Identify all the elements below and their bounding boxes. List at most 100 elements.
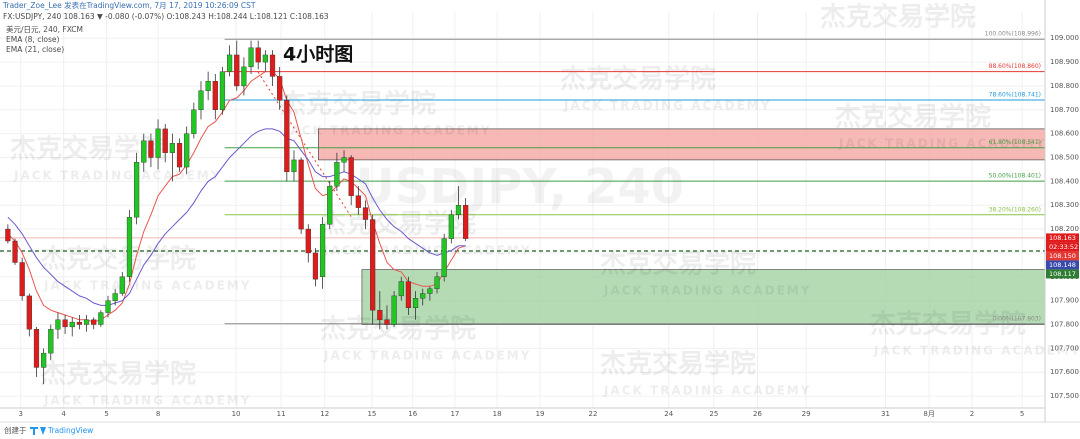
y-tick-label: 107.800 — [1050, 321, 1079, 329]
countdown-bg — [1046, 242, 1079, 252]
x-tick-label: 2 — [970, 410, 974, 418]
watermark: JACK TRADING ACADEMY — [13, 169, 221, 183]
candle-body — [126, 216, 133, 277]
price-label: 108.150 — [1049, 252, 1076, 260]
candle-body — [298, 159, 304, 230]
fib-label: 50.00%(108.401) — [989, 173, 1041, 180]
candle-body — [391, 295, 397, 325]
candle-body — [284, 100, 290, 173]
candle-body — [119, 276, 125, 294]
watermark: 杰克交易学院 — [40, 244, 196, 275]
fib-label: 0.00%(107.803) — [992, 315, 1041, 322]
candle-body — [184, 133, 190, 168]
x-tick-label: 29 — [802, 410, 811, 418]
candle-body — [69, 321, 75, 328]
candle-body — [463, 205, 469, 239]
watermark: JACK TRADING ACADEMY — [43, 279, 251, 293]
x-tick-label: 5 — [1020, 410, 1024, 418]
candle-body — [455, 205, 462, 215]
y-tick-label: 107.600 — [1050, 368, 1079, 376]
price-label-bg — [1046, 260, 1079, 270]
candle-body — [305, 228, 311, 254]
y-tick-label: 108.700 — [1050, 106, 1079, 114]
x-tick-label: 22 — [588, 410, 597, 418]
watermark: 杰克交易学院 — [280, 89, 436, 120]
candle-body — [26, 295, 32, 330]
candle-body — [434, 276, 440, 289]
zone — [317, 128, 1046, 161]
y-tick-label: 108.900 — [1050, 58, 1079, 66]
x-tick-label: 8月 — [923, 410, 934, 418]
candle-body — [262, 54, 268, 63]
plot: 100.00%(108.996) 88.60%(108.860) 78.60%(10… — [0, 31, 1045, 385]
x-tick-label: 4 — [61, 410, 66, 418]
candle-body — [141, 140, 147, 163]
watermark: 杰克交易学院 — [835, 102, 991, 133]
candle-body — [327, 185, 333, 225]
watermark: 杰克交易学院 — [820, 2, 976, 33]
candle-body — [412, 298, 419, 309]
y-tick-label: 107.500 — [1050, 392, 1079, 400]
candle-body — [176, 143, 183, 168]
watermark: 杰克交易学院 — [560, 64, 716, 95]
candle-body — [291, 159, 297, 173]
candle-body — [112, 293, 118, 301]
candle-body — [155, 128, 161, 158]
candle-body — [241, 66, 247, 87]
candle-body — [219, 71, 226, 111]
candle-body — [55, 319, 61, 330]
candle-body — [12, 240, 18, 263]
x-tick-label: 26 — [753, 410, 762, 418]
candle-body — [91, 319, 97, 325]
x-tick-label: 8 — [156, 410, 160, 418]
x-tick-label: 31 — [881, 410, 890, 418]
watermark: 杰克交易学院 — [600, 349, 756, 380]
symbol-watermark: USDJPY, 240 — [356, 159, 684, 215]
candle-body — [255, 47, 261, 63]
candle-body — [105, 300, 111, 313]
candle-body — [234, 54, 240, 87]
candle-body — [212, 80, 218, 111]
candle-body — [198, 90, 204, 111]
candle-body — [148, 140, 154, 158]
legend-entry: EMA (21, close) — [6, 45, 64, 54]
legend-entry: EMA (8, close) — [6, 35, 60, 44]
brand-logo — [30, 427, 46, 435]
candle-body — [377, 309, 383, 320]
y-tick-label: 108.400 — [1050, 177, 1079, 185]
candle-body — [405, 281, 412, 309]
fib-label: 100.00%(108.996) — [985, 31, 1041, 38]
y-tick-label: 108.600 — [1050, 130, 1079, 138]
y-tick-label: 108.300 — [1050, 201, 1079, 209]
price-label-bg — [1046, 269, 1079, 279]
countdown: 02:33:52 — [1049, 243, 1078, 251]
price-label: 108.148 — [1049, 261, 1076, 269]
candle-body — [384, 319, 390, 325]
y-tick-label: 107.900 — [1050, 297, 1079, 305]
x-tick-label: 16 — [408, 410, 417, 418]
watermark: 杰克交易学院 — [600, 249, 756, 280]
candle-body — [341, 157, 347, 163]
watermark: JACK TRADING ACADEMY — [838, 137, 1046, 151]
candle-body — [248, 47, 254, 68]
candle-body — [191, 109, 197, 134]
x-tick-label: 12 — [320, 410, 329, 418]
watermark: JACK TRADING ACADEMY — [323, 349, 531, 363]
price-label-bg — [1046, 251, 1079, 261]
watermark: JACK TRADING ACADEMY — [43, 394, 251, 408]
y-tick-label: 108.500 — [1050, 154, 1079, 162]
candle-body — [441, 238, 447, 277]
price-label: 108.117 — [1049, 270, 1076, 278]
ema-line — [7, 128, 466, 306]
watermark: 杰克交易学院 — [320, 314, 476, 345]
watermark: JACK TRADING ACADEMY — [873, 344, 1080, 358]
fib-label: 78.60%(108.741) — [989, 92, 1041, 99]
candle-body — [448, 214, 454, 239]
candle-body — [162, 128, 168, 153]
x-tick-label: 18 — [493, 410, 502, 418]
candle-body — [312, 252, 319, 280]
legend-entry: 美元/日元, 240, FXCM — [6, 24, 83, 34]
candle-body — [226, 54, 233, 72]
footer-text: 创建于 — [4, 425, 27, 435]
